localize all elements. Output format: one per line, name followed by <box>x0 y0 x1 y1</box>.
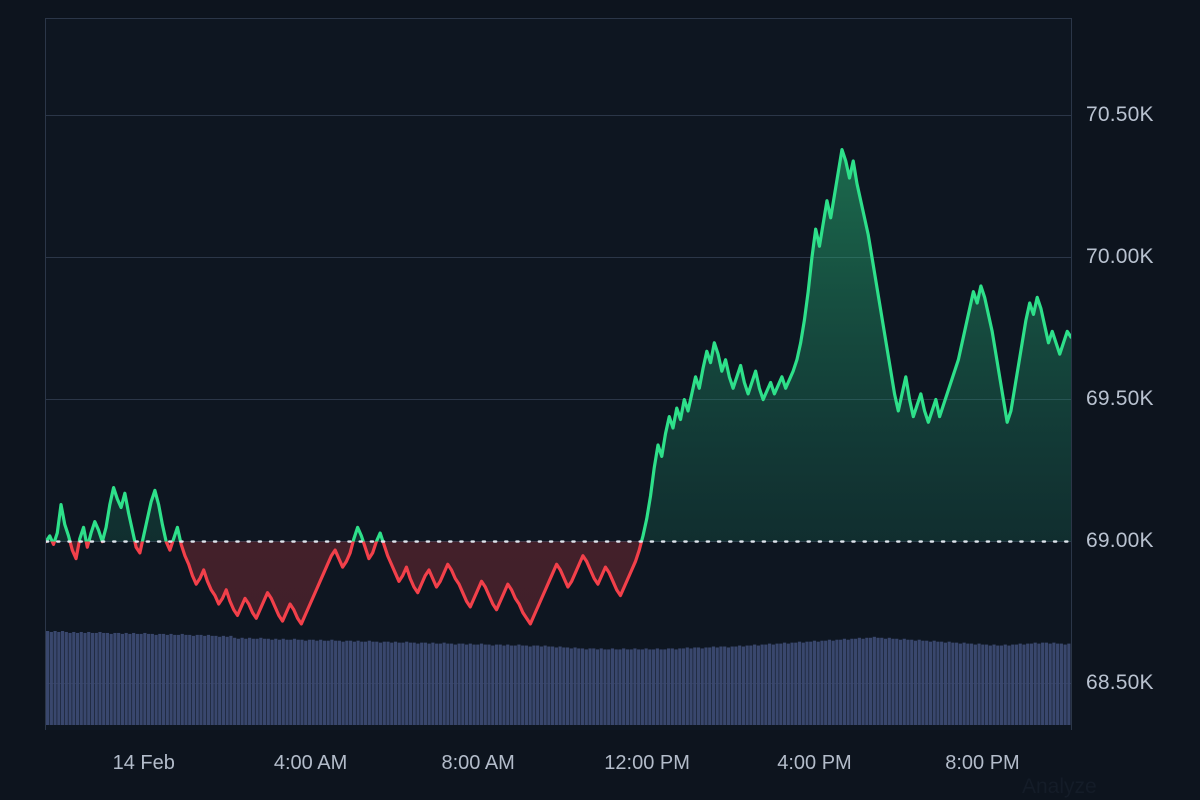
plot-area[interactable] <box>45 18 1072 730</box>
price-plot-svg[interactable] <box>46 19 1071 729</box>
y-axis-tick-label: 68.50K <box>1086 670 1154 694</box>
price-line-up <box>46 148 1071 542</box>
analyze-watermark: Analyze <box>1022 775 1097 798</box>
y-axis-tick-label: 70.00K <box>1086 244 1154 268</box>
gridlines <box>46 115 1071 685</box>
y-axis-tick-label: 69.00K <box>1086 528 1154 552</box>
x-axis-tick-label: 8:00 AM <box>441 752 515 774</box>
x-axis-tick-label: 8:00 PM <box>945 752 1020 774</box>
x-axis-tick-label: 12:00 PM <box>604 752 690 774</box>
x-axis-tick-label: 4:00 PM <box>777 752 852 774</box>
price-area-fill-down <box>46 541 1071 624</box>
y-axis-tick-label: 70.50K <box>1086 102 1154 126</box>
x-axis-tick-label: 14 Feb <box>112 752 175 774</box>
price-line-down <box>46 541 644 626</box>
x-axis-tick-label: 4:00 AM <box>273 752 348 774</box>
volume-bars <box>46 631 1071 725</box>
y-axis-tick-label: 69.50K <box>1086 386 1154 410</box>
